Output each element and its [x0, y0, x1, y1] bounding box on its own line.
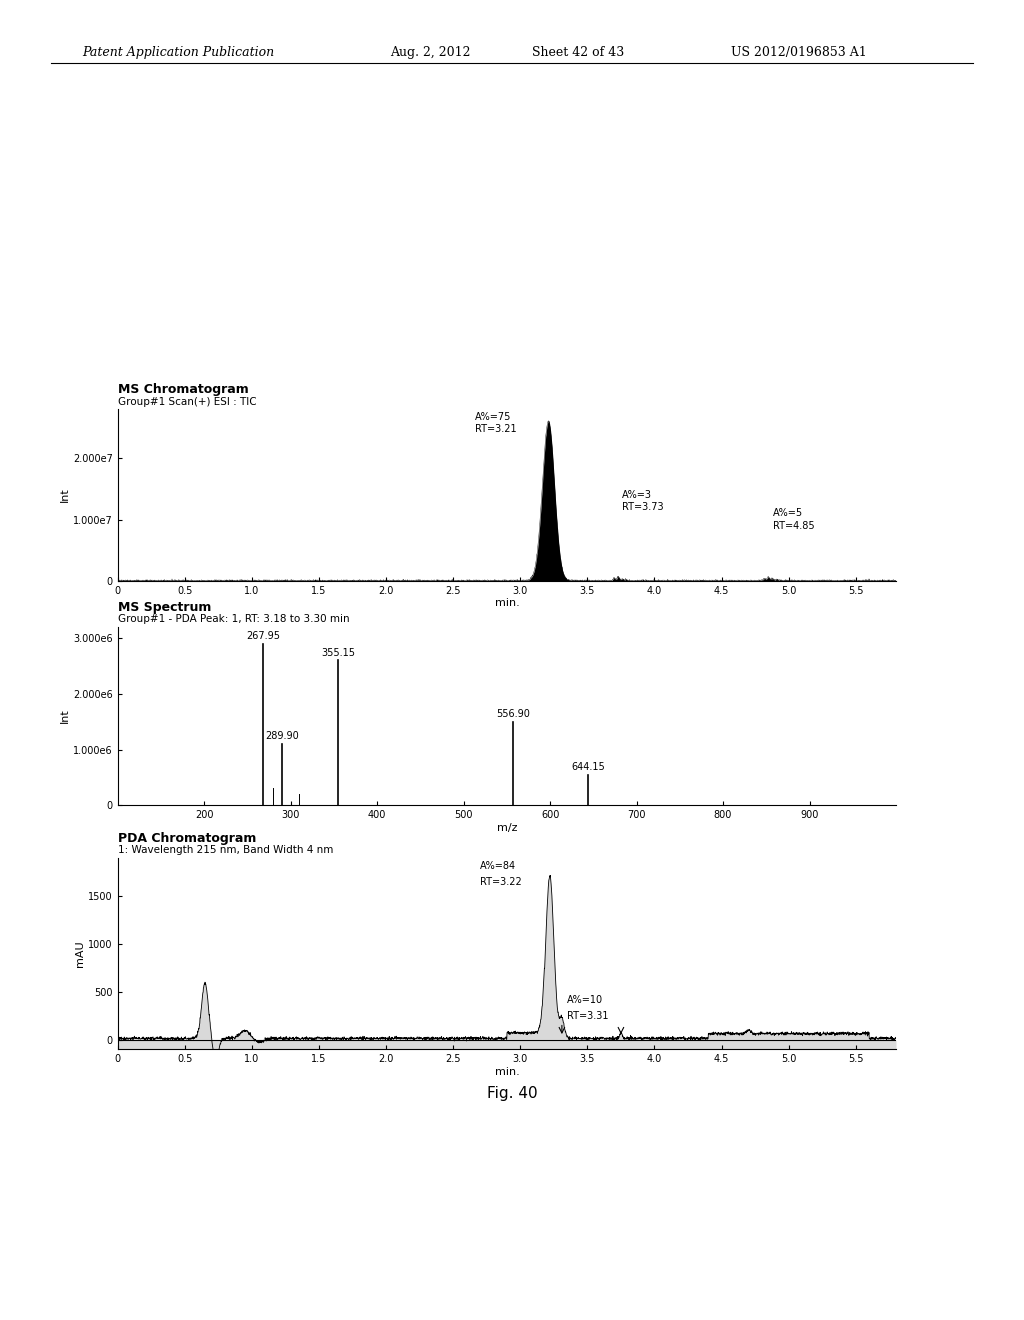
Text: MS Spectrum: MS Spectrum — [118, 601, 211, 614]
Text: Sheet 42 of 43: Sheet 42 of 43 — [532, 46, 625, 59]
Text: RT=4.85: RT=4.85 — [772, 520, 814, 531]
Text: A%=10: A%=10 — [567, 995, 603, 1006]
Text: Aug. 2, 2012: Aug. 2, 2012 — [390, 46, 470, 59]
Text: US 2012/0196853 A1: US 2012/0196853 A1 — [731, 46, 866, 59]
X-axis label: m/z: m/z — [497, 822, 517, 833]
X-axis label: min.: min. — [495, 598, 519, 609]
Text: 644.15: 644.15 — [571, 762, 605, 772]
Y-axis label: Int: Int — [60, 709, 71, 723]
Text: A%=75: A%=75 — [475, 412, 511, 422]
Text: RT=3.31: RT=3.31 — [567, 1011, 608, 1020]
Text: A%=84: A%=84 — [480, 862, 516, 871]
Text: PDA Chromatogram: PDA Chromatogram — [118, 832, 256, 845]
Text: RT=3.22: RT=3.22 — [480, 876, 522, 887]
Text: Group#1 Scan(+) ESI : TIC: Group#1 Scan(+) ESI : TIC — [118, 396, 256, 407]
Text: Fig. 40: Fig. 40 — [486, 1086, 538, 1101]
Text: MS Chromatogram: MS Chromatogram — [118, 383, 249, 396]
Text: RT=3.73: RT=3.73 — [623, 503, 664, 512]
Y-axis label: mAU: mAU — [76, 940, 85, 968]
Y-axis label: Int: Int — [60, 487, 71, 503]
Text: A%=3: A%=3 — [623, 490, 652, 500]
Text: 289.90: 289.90 — [265, 731, 299, 741]
Text: Group#1 - PDA Peak: 1, RT: 3.18 to 3.30 min: Group#1 - PDA Peak: 1, RT: 3.18 to 3.30 … — [118, 614, 349, 624]
Text: 1: Wavelength 215 nm, Band Width 4 nm: 1: Wavelength 215 nm, Band Width 4 nm — [118, 845, 333, 855]
Text: 267.95: 267.95 — [246, 631, 280, 642]
Text: Patent Application Publication: Patent Application Publication — [82, 46, 274, 59]
Text: RT=3.21: RT=3.21 — [475, 425, 516, 434]
X-axis label: min.: min. — [495, 1067, 519, 1077]
Text: A%=5: A%=5 — [772, 508, 803, 519]
Text: 355.15: 355.15 — [322, 648, 355, 657]
Text: 556.90: 556.90 — [496, 709, 529, 719]
